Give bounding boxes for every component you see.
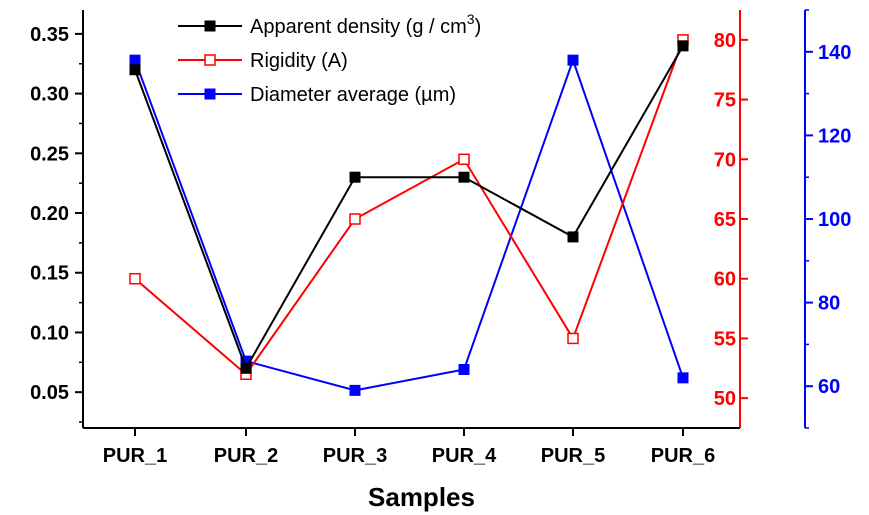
- series-1: [129, 34, 689, 381]
- series-line: [134, 39, 684, 376]
- x-tick-label: PUR_2: [214, 445, 278, 467]
- diameter-tick-label: 120: [818, 125, 851, 147]
- left-tick-label: 0.20: [30, 203, 69, 225]
- rigidity-tick-label: 75: [714, 90, 736, 112]
- data-point: [567, 54, 579, 66]
- left-tick-label: 0.30: [30, 84, 69, 106]
- legend: Apparent density (g / cm3) Rigidity (A) Di…: [178, 11, 481, 106]
- data-point: [349, 213, 361, 225]
- axes: 0.05 0.10 0.15 0.20 0.25 0.30 0.35 50 55 60 65 70 75…: [30, 9, 851, 467]
- data-point: [458, 363, 470, 375]
- diameter-tick-label: 100: [818, 209, 851, 231]
- series-layer: [129, 34, 689, 396]
- series-line: [134, 45, 684, 371]
- data-point: [129, 272, 141, 285]
- x-tick-label: PUR_4: [432, 445, 497, 467]
- rigidity-tick-label: 80: [714, 30, 736, 52]
- data-point: [567, 332, 579, 345]
- legend-entry: Rigidity (A): [178, 50, 348, 72]
- rigidity-tick-label: 70: [714, 149, 736, 171]
- left-tick-label: 0.05: [30, 382, 69, 404]
- diameter-tick-label: 80: [818, 293, 840, 315]
- data-point: [677, 372, 689, 384]
- legend-entry: Diameter average (µm): [178, 84, 456, 106]
- x-axis-title: Samples: [368, 482, 475, 512]
- series-line: [134, 57, 684, 392]
- legend-label: Apparent density (g / cm3): [250, 11, 481, 38]
- legend-marker: [204, 88, 216, 100]
- legend-label: Rigidity (A): [250, 50, 348, 72]
- data-point: [458, 171, 470, 183]
- x-tick-label: PUR_6: [651, 445, 715, 467]
- legend-marker: [204, 20, 216, 32]
- data-point: [349, 171, 361, 183]
- rigidity-tick-label: 65: [714, 209, 736, 231]
- x-tick-label: PUR_5: [541, 445, 605, 467]
- left-tick-label: 0.10: [30, 322, 69, 344]
- data-point: [129, 64, 141, 76]
- legend-marker: [204, 54, 216, 66]
- diameter-tick-label: 60: [818, 376, 840, 398]
- left-tick-label: 0.25: [30, 143, 69, 165]
- x-tick-label: PUR_1: [103, 445, 167, 467]
- left-tick-label: 0.15: [30, 263, 69, 285]
- rigidity-tick-label: 55: [714, 328, 736, 350]
- x-tick-label: PUR_3: [323, 445, 387, 467]
- data-point: [677, 40, 689, 52]
- legend-label: Diameter average (µm): [250, 84, 456, 106]
- data-point: [567, 231, 579, 243]
- data-point: [349, 384, 361, 396]
- rigidity-tick-label: 50: [714, 388, 736, 410]
- data-point: [129, 54, 141, 66]
- series-0: [129, 40, 689, 374]
- data-point: [458, 153, 470, 166]
- legend-entry: Apparent density (g / cm3): [178, 11, 481, 38]
- rigidity-tick-label: 60: [714, 269, 736, 291]
- data-point: [240, 362, 252, 374]
- left-tick-label: 0.35: [30, 24, 69, 46]
- series-2: [129, 54, 689, 396]
- diameter-tick-label: 140: [818, 42, 851, 64]
